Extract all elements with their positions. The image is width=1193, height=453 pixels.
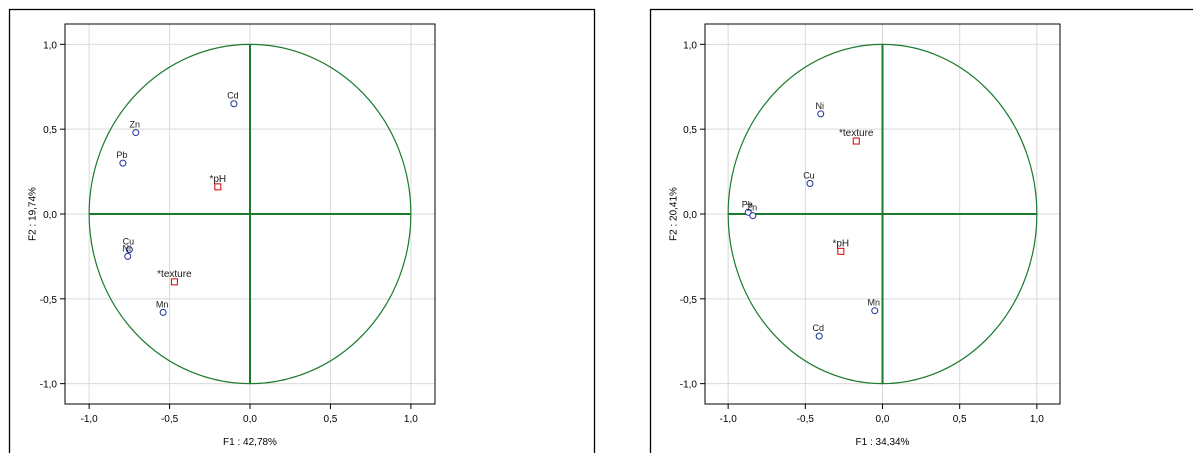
supplementary-variable-marker (852, 137, 860, 145)
chart-frame (8, 8, 596, 453)
x-tick-label: 0,5 (953, 414, 967, 425)
pca-chart-2: -1,0 1,0 -0,5 0,5 0,0 0,0 0,5 -0,5 1,0 -1,0 F1 : 3… (649, 8, 1193, 453)
active-variable-label: Mn (156, 299, 169, 309)
active-variable-marker (230, 100, 238, 108)
x-tick-label: 0,0 (243, 414, 257, 425)
y-tick-label: -1,0 (40, 380, 58, 391)
active-variable-label: Pb (116, 150, 127, 160)
x-tick-label: 1,0 (404, 414, 418, 425)
pca-chart-1: -1,0 1,0 -0,5 0,5 0,0 0,0 0,5 -0,5 1,0 -1,0 F1 : 4… (8, 8, 596, 453)
x-tick-label: -0,5 (797, 414, 815, 425)
active-variable-label: Zn (130, 120, 141, 130)
supplementary-variable-label: *texture (839, 128, 874, 139)
y-tick-label: -0,5 (40, 295, 58, 306)
y-tick-label: 0,5 (43, 125, 57, 136)
y-tick-label: 0,5 (683, 125, 697, 136)
chart-frame (649, 8, 1193, 453)
active-variable-marker (749, 212, 757, 220)
x-tick-label: 0,0 (876, 414, 890, 425)
supplementary-variable-marker (837, 247, 845, 255)
y-tick-label: -1,0 (680, 380, 698, 391)
active-variable-marker (119, 159, 127, 167)
active-variable-label: Cu (123, 237, 135, 247)
x-tick-label: 1,0 (1030, 414, 1044, 425)
x-tick-label: -1,0 (81, 414, 99, 425)
y-tick-label: 1,0 (683, 40, 697, 51)
y-tick-label: 0,0 (43, 210, 57, 221)
active-variable-marker (125, 246, 133, 254)
y-tick-label: 0,0 (683, 210, 697, 221)
y-tick-label: -0,5 (680, 295, 698, 306)
active-variable-label: Ni (122, 243, 131, 253)
active-variable-marker (132, 129, 140, 137)
supplementary-variable-marker (170, 278, 178, 286)
y-axis-title: F2 : 20,41% (669, 187, 680, 241)
active-variable-label: Zn (747, 203, 758, 213)
x-axis-title: F1 : 42,78% (223, 437, 277, 448)
active-variable-label: Cd (812, 323, 824, 333)
x-tick-label: 0,5 (323, 414, 337, 425)
supplementary-variable-marker (214, 183, 222, 191)
active-variable-label: Mn (868, 298, 881, 308)
active-variable-marker (817, 110, 825, 118)
active-variable-marker (871, 307, 879, 315)
active-variable-marker (159, 308, 167, 316)
supplementary-variable-label: *texture (157, 269, 192, 280)
x-axis-title: F1 : 34,34% (856, 437, 910, 448)
active-variable-marker (744, 208, 752, 216)
active-variable-label: Cd (227, 91, 239, 101)
x-tick-label: -1,0 (720, 414, 738, 425)
active-variable-marker (815, 332, 823, 340)
x-tick-label: -0,5 (161, 414, 179, 425)
active-variable-marker (124, 252, 132, 260)
supplementary-variable-label: *pH (209, 174, 226, 185)
y-tick-label: 1,0 (43, 40, 57, 51)
active-variable-label: Cu (803, 170, 815, 180)
active-variable-label: Ni (816, 101, 825, 111)
supplementary-variable-label: *pH (832, 238, 849, 249)
active-variable-label: Pb (742, 199, 753, 209)
y-axis-title: F2 : 19,74% (28, 187, 39, 241)
active-variable-marker (806, 179, 814, 187)
